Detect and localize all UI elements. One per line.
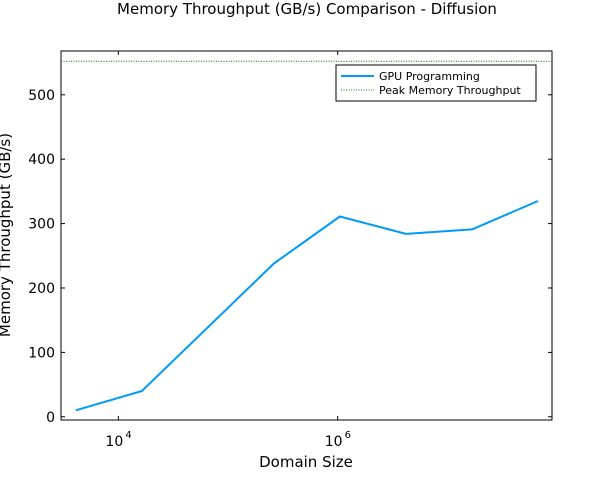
y-tick-label: 0	[46, 410, 55, 426]
y-tick-label: 400	[28, 152, 55, 168]
x-tick-label: 10	[105, 434, 123, 450]
y-tick-label: 200	[28, 281, 55, 297]
plot-frame	[60, 50, 553, 421]
legend-label-peak-memory-throughput: Peak Memory Throughput	[379, 84, 521, 97]
y-tick-label: 100	[28, 345, 55, 361]
y-tick-label: 300	[28, 217, 55, 233]
x-tick-exponent: 6	[345, 430, 351, 441]
x-axis-label: Domain Size	[259, 453, 353, 471]
series-line-gpu-programming	[75, 200, 539, 412]
y-tick-label: 500	[28, 88, 55, 104]
x-axis: 10 4 10 6	[105, 51, 351, 450]
legend: GPU Programming Peak Memory Throughput	[335, 64, 537, 102]
y-axis-label: Memory Throughput (GB/s)	[0, 133, 14, 337]
series-group	[75, 200, 539, 412]
y-axis: 0 100 200 300 400 500	[28, 88, 552, 426]
x-tick-exponent: 4	[125, 430, 131, 441]
chart-title: Memory Throughput (GB/s) Comparison - Di…	[117, 0, 497, 18]
legend-label-gpu-programming: GPU Programming	[379, 70, 480, 83]
legend-box	[335, 64, 537, 102]
x-tick-label: 10	[325, 434, 343, 450]
